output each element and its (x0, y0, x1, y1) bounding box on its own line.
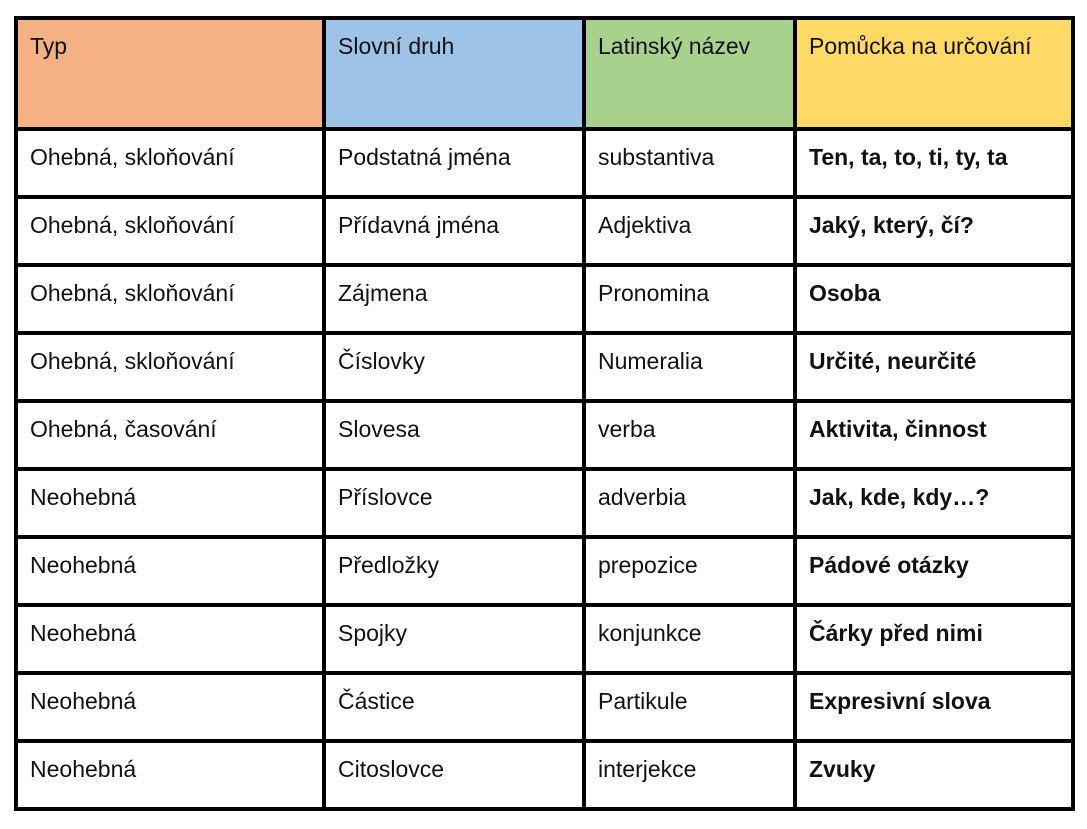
slovni-druh-cell: Částice (322, 671, 586, 743)
slovni-druh-cell: Citoslovce (322, 739, 586, 811)
latinsky-nazev-cell: Numeralia (582, 331, 797, 403)
table-row: Neohebná Spojky konjunkce Čárky před nimi (14, 603, 1075, 675)
pomucka-cell: Aktivita, činnost (793, 399, 1075, 471)
table-row: Neohebná Příslovce adverbia Jak, kde, kdy…? (14, 467, 1075, 539)
pomucka-cell: Určité, neurčité (793, 331, 1075, 403)
slovni-druh-cell: Zájmena (322, 263, 586, 335)
word-class-table: Typ Slovní druh Latinský název Pomůcka n… (14, 16, 1075, 811)
latinsky-nazev-cell: interjekce (582, 739, 797, 811)
latinsky-nazev-cell: adverbia (582, 467, 797, 539)
typ-cell: Ohebná, časování (14, 399, 326, 471)
latinsky-nazev-cell: Partikule (582, 671, 797, 743)
pomucka-cell: Pádové otázky (793, 535, 1075, 607)
typ-cell: Ohebná, skloňování (14, 263, 326, 335)
slovni-druh-cell: Podstatná jména (322, 127, 586, 199)
header-row: Typ Slovní druh Latinský název Pomůcka n… (14, 16, 1075, 131)
table-row: Ohebná, skloňování Podstatná jména substan… (14, 127, 1075, 199)
typ-cell: Neohebná (14, 467, 326, 539)
latinsky-nazev-cell: prepozice (582, 535, 797, 607)
pomucka-cell: Zvuky (793, 739, 1075, 811)
typ-cell: Ohebná, skloňování (14, 127, 326, 199)
slovni-druh-cell: Spojky (322, 603, 586, 675)
pomucka-cell: Čárky před nimi (793, 603, 1075, 675)
header-latinsky-nazev: Latinský název (582, 16, 797, 131)
typ-cell: Neohebná (14, 739, 326, 811)
slovni-druh-cell: Číslovky (322, 331, 586, 403)
slovni-druh-cell: Slovesa (322, 399, 586, 471)
table-row: Ohebná, časování Slovesa verba Aktivita, či… (14, 399, 1075, 471)
pomucka-cell: Expresivní slova (793, 671, 1075, 743)
slovni-druh-cell: Předložky (322, 535, 586, 607)
typ-cell: Neohebná (14, 535, 326, 607)
latinsky-nazev-cell: Adjektiva (582, 195, 797, 267)
table-row: Ohebná, skloňování Číslovky Numeralia Určit… (14, 331, 1075, 403)
pomucka-cell: Jaký, který, čí? (793, 195, 1075, 267)
header-pomucka: Pomůcka na určování (793, 16, 1075, 131)
typ-cell: Ohebná, skloňování (14, 195, 326, 267)
table-row: Neohebná Citoslovce interjekce Zvuky (14, 739, 1075, 811)
pomucka-cell: Ten, ta, to, ti, ty, ta (793, 127, 1075, 199)
typ-cell: Neohebná (14, 671, 326, 743)
typ-cell: Neohebná (14, 603, 326, 675)
pomucka-cell: Osoba (793, 263, 1075, 335)
latinsky-nazev-cell: verba (582, 399, 797, 471)
pomucka-cell: Jak, kde, kdy…? (793, 467, 1075, 539)
table-row: Ohebná, skloňování Zájmena Pronomina Osoba (14, 263, 1075, 335)
table-row: Ohebná, skloňování Přídavná jména Adjektiv… (14, 195, 1075, 267)
table-row: Neohebná Předložky prepozice Pádové otázky (14, 535, 1075, 607)
latinsky-nazev-cell: Pronomina (582, 263, 797, 335)
slovni-druh-cell: Přídavná jména (322, 195, 586, 267)
table-row: Neohebná Částice Partikule Expresivní slova (14, 671, 1075, 743)
latinsky-nazev-cell: substantiva (582, 127, 797, 199)
typ-cell: Ohebná, skloňování (14, 331, 326, 403)
header-slovni-druh: Slovní druh (322, 16, 586, 131)
slovni-druh-cell: Příslovce (322, 467, 586, 539)
header-typ: Typ (14, 16, 326, 131)
latinsky-nazev-cell: konjunkce (582, 603, 797, 675)
